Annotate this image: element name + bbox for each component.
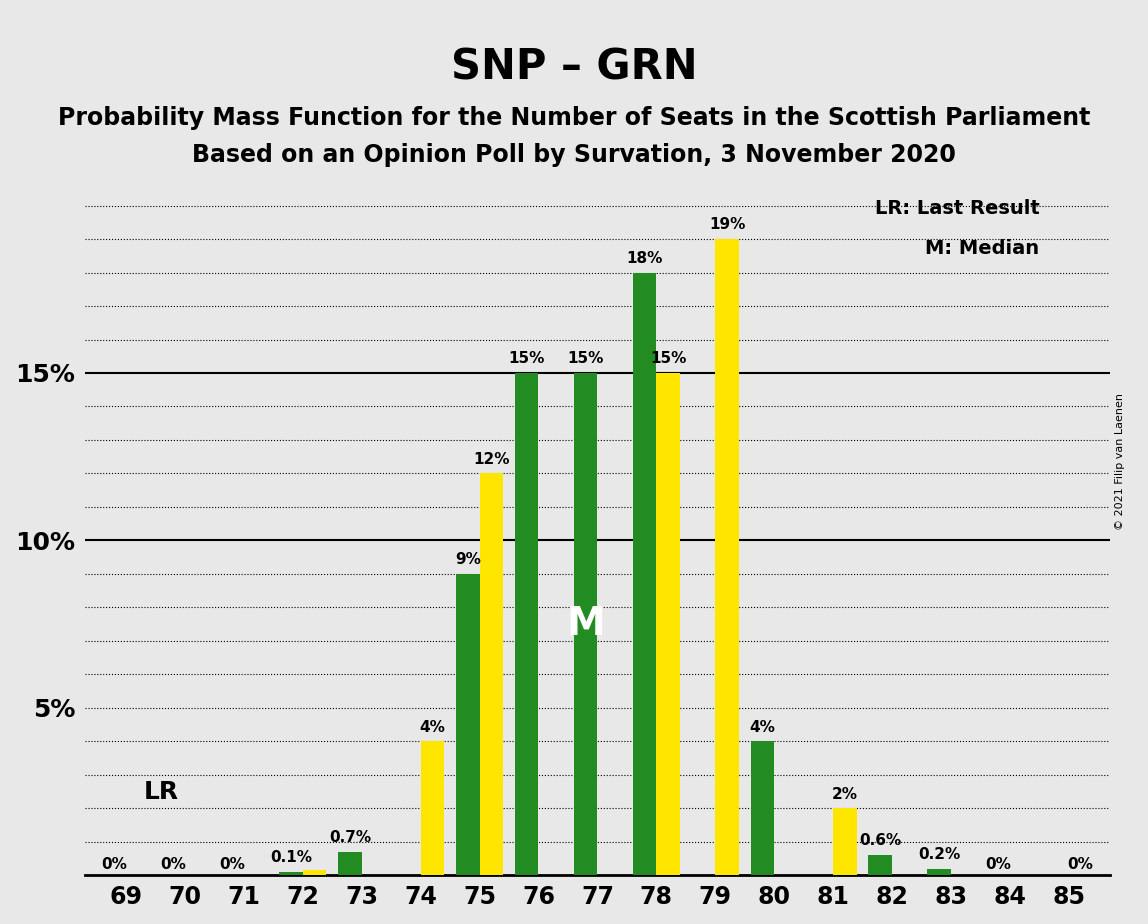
Text: SNP – GRN: SNP – GRN: [451, 46, 697, 88]
Text: Based on an Opinion Poll by Survation, 3 November 2020: Based on an Opinion Poll by Survation, 3…: [192, 143, 956, 167]
Text: 9%: 9%: [455, 553, 481, 567]
Bar: [456, 574, 480, 875]
Text: LR: LR: [144, 780, 179, 804]
Bar: [279, 872, 303, 875]
Text: 0.2%: 0.2%: [918, 847, 960, 862]
Text: 4%: 4%: [419, 720, 445, 735]
Bar: [303, 870, 326, 875]
Bar: [574, 373, 597, 875]
Text: 0%: 0%: [219, 857, 245, 872]
Bar: [480, 473, 503, 875]
Bar: [420, 741, 444, 875]
Bar: [339, 852, 362, 875]
Text: Probability Mass Function for the Number of Seats in the Scottish Parliament: Probability Mass Function for the Number…: [57, 106, 1091, 130]
Bar: [633, 273, 657, 875]
Text: 0.7%: 0.7%: [328, 830, 371, 845]
Text: 0%: 0%: [1068, 857, 1094, 872]
Text: LR: Last Result: LR: Last Result: [875, 199, 1039, 218]
Text: M: M: [566, 605, 605, 643]
Bar: [928, 869, 951, 875]
Text: 15%: 15%: [567, 351, 604, 366]
Text: © 2021 Filip van Laenen: © 2021 Filip van Laenen: [1115, 394, 1125, 530]
Text: M: Median: M: Median: [925, 239, 1039, 258]
Text: 18%: 18%: [627, 250, 662, 266]
Text: 0.1%: 0.1%: [270, 850, 312, 865]
Bar: [515, 373, 538, 875]
Text: 0.6%: 0.6%: [859, 833, 901, 848]
Text: 2%: 2%: [832, 786, 858, 802]
Text: 0%: 0%: [985, 857, 1011, 872]
Bar: [868, 856, 892, 875]
Bar: [657, 373, 680, 875]
Text: 0%: 0%: [101, 857, 127, 872]
Text: 15%: 15%: [509, 351, 545, 366]
Text: 15%: 15%: [650, 351, 687, 366]
Bar: [715, 239, 739, 875]
Text: 19%: 19%: [708, 217, 745, 232]
Bar: [751, 741, 774, 875]
Text: 0%: 0%: [161, 857, 186, 872]
Text: 4%: 4%: [750, 720, 775, 735]
Bar: [833, 808, 856, 875]
Text: 12%: 12%: [473, 452, 510, 467]
